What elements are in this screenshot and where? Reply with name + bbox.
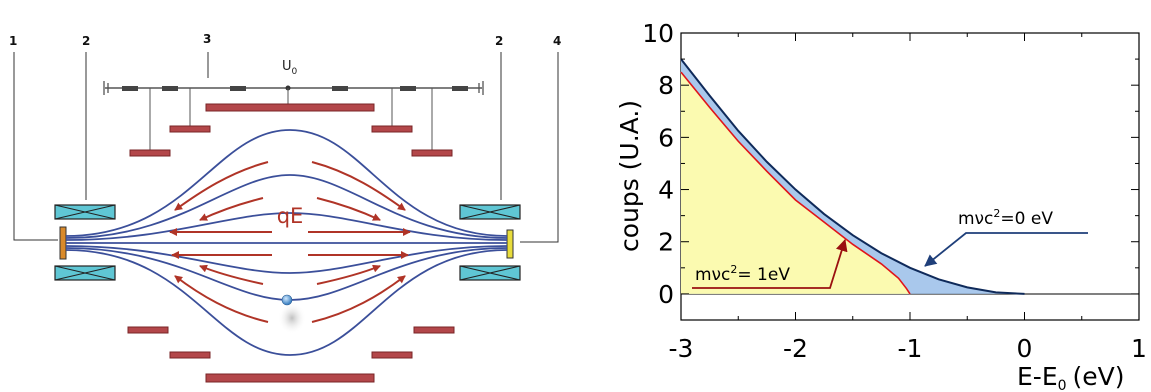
- magnet-right: [459, 204, 521, 281]
- voltage-divider: U0: [103, 59, 484, 150]
- label-3: 3: [203, 32, 211, 46]
- chart-fills: [681, 59, 1025, 294]
- field-label: qE: [277, 204, 304, 228]
- label-2-left: 2: [82, 34, 90, 48]
- chart-curves: [680, 58, 1025, 295]
- series-line-0ev: [680, 58, 1025, 295]
- y-tick-label: 10: [642, 19, 674, 48]
- annotation-1ev: mνc2= 1eV: [692, 239, 848, 289]
- annotation-0ev-text: mνc2=0 eV: [958, 207, 1053, 229]
- electron-shadow: [278, 302, 306, 334]
- ground-left-icon: [103, 81, 109, 95]
- spectrometer-diagram: 1 2 3 2 4 U0: [9, 32, 561, 383]
- annotation-0ev: mνc2=0 eV: [924, 207, 1088, 267]
- detector: [506, 229, 514, 259]
- annotation-0ev-pointer: [924, 232, 1088, 267]
- label-1: 1: [9, 34, 17, 48]
- fill-1ev: [681, 72, 910, 294]
- y-tick-label: 0: [658, 280, 674, 309]
- annotation-1ev-pointer: [692, 239, 848, 289]
- voltage-label: U0: [282, 59, 298, 77]
- source: [59, 226, 67, 260]
- y-tick-label: 4: [658, 176, 674, 205]
- ground-right-icon: [478, 81, 484, 95]
- x-tick-label: -1: [898, 334, 923, 363]
- y-tick-label: 2: [658, 228, 674, 257]
- force-arrows: [169, 161, 411, 323]
- label-4: 4: [553, 34, 561, 48]
- resistors: [122, 86, 468, 91]
- chart-ticks: [680, 32, 1140, 321]
- magnet-left: [54, 204, 116, 281]
- annotation-1ev-text: mνc2= 1eV: [695, 263, 790, 285]
- x-tick-label: -3: [669, 334, 694, 363]
- y-axis-label: coups (U.A.): [615, 100, 644, 252]
- x-tick-label: 1: [1131, 334, 1147, 363]
- y-tick-label: 8: [658, 71, 674, 100]
- taps: [149, 88, 433, 150]
- label-2-right: 2: [495, 34, 503, 48]
- x-tick-label: 0: [1017, 334, 1033, 363]
- x-axis-label: E-E0 (eV): [1017, 362, 1125, 392]
- x-tick-label: -2: [783, 334, 808, 363]
- series-line-1ev: [680, 71, 911, 295]
- electron: [281, 294, 293, 306]
- y-tick-label: 6: [658, 123, 674, 152]
- electrodes: [127, 103, 455, 383]
- field-lines: [65, 129, 508, 356]
- leader-lines: [13, 52, 559, 243]
